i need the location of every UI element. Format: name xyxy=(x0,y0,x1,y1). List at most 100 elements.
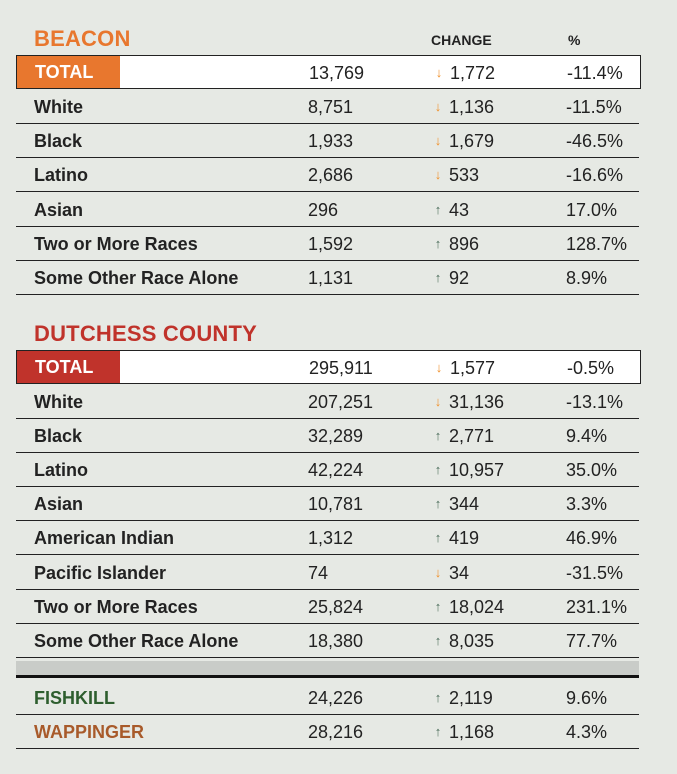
row-change: ↓ 1,679 xyxy=(431,131,494,152)
arrow-up-icon: ↑ xyxy=(434,201,442,217)
beacon-title: BEACON xyxy=(34,26,131,51)
total-row: TOTAL 295,911 ↓ 1,577 -0.5% xyxy=(16,350,641,384)
row-percent: 3.3% xyxy=(566,494,608,515)
row-name: Latino xyxy=(34,165,88,186)
row-percent: 128.7% xyxy=(566,233,628,254)
row-change: ↑ 2,771 xyxy=(431,426,494,447)
row-percent: 46.9% xyxy=(566,528,618,549)
row-percent: 8.9% xyxy=(566,268,608,288)
row-percent: 4.3% xyxy=(566,722,608,742)
row-change: ↓ 34 xyxy=(431,563,469,584)
row-name: White xyxy=(34,97,83,117)
row-change: ↓ 1,772 xyxy=(432,63,495,84)
row-name: Latino xyxy=(34,460,88,481)
row-change: ↑ 2,119 xyxy=(431,688,493,709)
row-value: 1,312 xyxy=(308,528,354,549)
dutchess-title: DUTCHESS COUNTY xyxy=(34,321,258,346)
row-percent: 17.0% xyxy=(566,199,618,220)
total-row: TOTAL 13,769 ↓ 1,772 -11.4% xyxy=(16,55,641,89)
row-name: Asian xyxy=(34,199,84,220)
arrow-up-icon: ↑ xyxy=(434,632,442,648)
row-name: Two or More Races xyxy=(34,233,198,254)
row-percent: -0.5% xyxy=(567,358,615,378)
row-change: ↑ 344 xyxy=(431,494,479,515)
row-change-value: 34 xyxy=(449,562,470,583)
row-change: ↑ 92 xyxy=(431,268,469,289)
arrow-up-icon: ↑ xyxy=(434,724,442,739)
row-name: WAPPINGER xyxy=(34,722,145,742)
row-change-value: 344 xyxy=(449,494,480,515)
arrow-up-icon: ↑ xyxy=(434,270,442,285)
row-percent: -16.6% xyxy=(566,165,624,186)
row-percent: -46.5% xyxy=(566,131,624,152)
table-row: Some Other Race Alone 18,380 ↑ 8,035 77.7% xyxy=(16,624,639,658)
row-value: 25,824 xyxy=(308,596,364,617)
beacon-header: BEACON CHANGE % xyxy=(16,24,639,54)
row-value: 1,592 xyxy=(308,233,354,254)
row-change: ↓ 533 xyxy=(431,165,479,186)
row-change-value: 1,577 xyxy=(450,358,496,378)
row-percent: -11.4% xyxy=(567,63,623,83)
row-change-value: 896 xyxy=(449,233,480,254)
separator-line xyxy=(16,675,639,678)
total-label: TOTAL xyxy=(35,62,94,82)
row-change: ↑ 43 xyxy=(431,200,469,221)
table-row: Latino 42,224 ↑ 10,957 35.0% xyxy=(16,453,639,488)
row-value: 18,380 xyxy=(308,630,364,651)
table-row: American Indian 1,312 ↑ 419 46.9% xyxy=(16,521,639,556)
row-value: 296 xyxy=(308,199,339,220)
table-row: White 207,251 ↓ 31,136 -13.1% xyxy=(16,385,639,419)
row-change-value: 2,771 xyxy=(449,426,495,447)
arrow-up-icon: ↑ xyxy=(434,428,442,444)
table-row: Two or More Races 1,592 ↑ 896 128.7% xyxy=(16,227,639,261)
row-change: ↓ 31,136 xyxy=(431,392,504,413)
row-value: 295,911 xyxy=(309,358,373,378)
row-change: ↑ 10,957 xyxy=(431,460,504,481)
row-percent: -11.5% xyxy=(566,97,622,117)
row-name: American Indian xyxy=(34,528,175,549)
row-change: ↑ 896 xyxy=(431,234,479,255)
arrow-up-icon: ↑ xyxy=(434,530,442,546)
total-label-box: TOTAL xyxy=(17,351,120,383)
arrow-down-icon: ↓ xyxy=(434,133,442,149)
row-change: ↑ 419 xyxy=(431,528,479,549)
row-name: Black xyxy=(34,426,83,447)
table-row: White 8,751 ↓ 1,136 -11.5% xyxy=(16,90,639,124)
row-name: Two or More Races xyxy=(34,596,198,617)
table-row: FISHKILL 24,226 ↑ 2,119 9.6% xyxy=(16,681,639,715)
arrow-up-icon: ↑ xyxy=(434,462,442,478)
row-value: 1,933 xyxy=(308,131,354,152)
row-value: 74 xyxy=(308,562,329,583)
row-name: Asian xyxy=(34,494,84,515)
dutchess-header: DUTCHESS COUNTY xyxy=(16,319,639,349)
arrow-down-icon: ↓ xyxy=(435,65,443,80)
table-row: Latino 2,686 ↓ 533 -16.6% xyxy=(16,158,639,193)
row-change: ↑ 1,168 xyxy=(431,722,494,743)
table-row: Black 32,289 ↑ 2,771 9.4% xyxy=(16,419,639,454)
row-percent: 9.4% xyxy=(566,426,608,447)
row-name: Some Other Race Alone xyxy=(34,268,239,288)
row-value: 42,224 xyxy=(308,460,364,481)
row-change-value: 31,136 xyxy=(449,392,505,412)
row-change-value: 8,035 xyxy=(449,630,495,651)
arrow-down-icon: ↓ xyxy=(435,360,443,375)
row-value: 1,131 xyxy=(308,268,354,288)
row-change-value: 1,772 xyxy=(450,63,496,83)
row-percent: 35.0% xyxy=(566,460,618,481)
row-change: ↑ 8,035 xyxy=(431,631,494,652)
change-column-label: CHANGE xyxy=(431,32,492,48)
table-row: Some Other Race Alone 1,131 ↑ 92 8.9% xyxy=(16,261,639,295)
total-label: TOTAL xyxy=(35,357,94,377)
row-value: 28,216 xyxy=(308,722,364,742)
row-change-value: 2,119 xyxy=(449,688,493,708)
row-value: 2,686 xyxy=(308,165,354,186)
separator-band xyxy=(16,661,639,675)
row-change-value: 10,957 xyxy=(449,460,505,481)
row-percent: -31.5% xyxy=(566,562,624,583)
arrow-down-icon: ↓ xyxy=(434,167,442,183)
row-change-value: 18,024 xyxy=(449,596,505,617)
row-percent: 9.6% xyxy=(566,688,608,708)
table-row: Asian 296 ↑ 43 17.0% xyxy=(16,193,639,227)
row-percent: 77.7% xyxy=(566,630,618,651)
